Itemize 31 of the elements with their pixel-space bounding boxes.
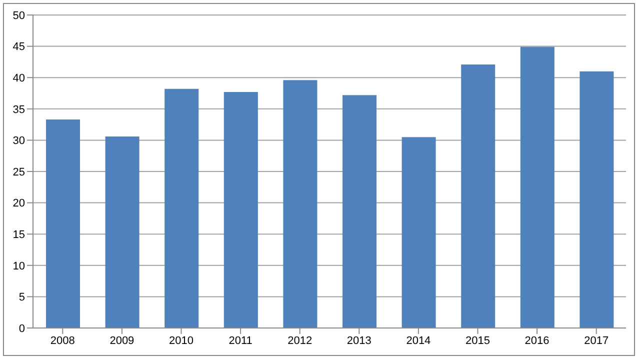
y-tick-label: 45	[12, 41, 25, 54]
x-tick-label: 2012	[288, 334, 312, 347]
y-tick-label: 20	[12, 198, 25, 210]
y-tick-label: 0	[18, 322, 25, 335]
x-tick-label: 2011	[228, 334, 252, 347]
bar	[164, 88, 199, 328]
y-tick-label: 35	[12, 104, 25, 116]
y-tick-label: 5	[18, 292, 25, 304]
bar	[342, 95, 376, 328]
y-tick-label: 30	[12, 135, 25, 148]
x-tick-label: 2009	[110, 334, 134, 347]
x-tick-label: 2013	[346, 334, 372, 347]
x-tick-label: 2017	[584, 334, 609, 347]
x-tick-label: 2010	[169, 334, 194, 347]
bar	[402, 137, 436, 328]
x-tick-label: 2014	[406, 334, 431, 347]
x-tick-label: 2015	[466, 334, 490, 347]
y-tick-label: 10	[12, 260, 25, 272]
bar	[224, 92, 258, 328]
x-tick-label: 2016	[524, 334, 550, 347]
y-tick-label: 50	[12, 10, 25, 22]
y-tick-label: 40	[12, 72, 25, 85]
bar	[520, 46, 554, 328]
bar	[283, 80, 318, 328]
bar	[105, 136, 140, 328]
bar	[46, 120, 80, 328]
y-tick-label: 15	[12, 229, 25, 242]
y-tick-label: 25	[12, 166, 25, 178]
bar	[461, 64, 496, 328]
x-tick-label: 2008	[50, 334, 75, 347]
bar	[580, 71, 614, 328]
